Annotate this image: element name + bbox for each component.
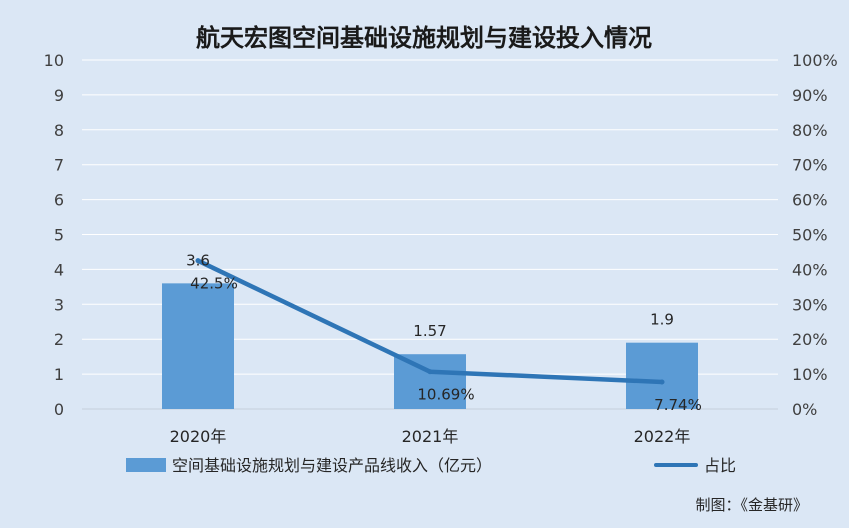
- line-series: [195, 258, 665, 385]
- right-tick-label: 100%: [792, 51, 838, 70]
- bar-series: [162, 283, 698, 409]
- right-tick-label: 60%: [792, 191, 828, 210]
- left-tick-label: 1: [54, 365, 64, 384]
- left-tick-label: 5: [54, 226, 64, 245]
- right-tick-label: 80%: [792, 121, 828, 140]
- bar: [394, 354, 466, 409]
- right-tick-label: 10%: [792, 365, 828, 384]
- line-value-label: 10.69%: [417, 386, 474, 404]
- bar-value-label: 1.9: [650, 311, 674, 329]
- left-tick-label: 2: [54, 330, 64, 349]
- left-tick-label: 10: [44, 51, 64, 70]
- left-tick-label: 4: [54, 260, 64, 279]
- right-tick-label: 0%: [792, 400, 817, 419]
- left-tick-label: 3: [54, 295, 64, 314]
- line-point: [195, 258, 201, 264]
- source-note: 制图：《金基研》: [695, 496, 808, 514]
- line-point: [427, 369, 433, 375]
- right-tick-label: 70%: [792, 156, 828, 175]
- line-value-label: 7.74%: [654, 396, 702, 414]
- line-point: [659, 379, 665, 385]
- right-tick-label: 40%: [792, 260, 828, 279]
- line-value-label: 42.5%: [190, 275, 238, 293]
- data-labels: 3.6 1.57 1.9 42.5% 10.69% 7.74%: [186, 251, 702, 414]
- right-axis-ticks: 0% 10% 20% 30% 40% 50% 60% 70% 80% 90% 100%: [792, 51, 838, 419]
- legend-line-label: 占比: [704, 456, 736, 475]
- chart-title: 航天宏图空间基础设施规划与建设投入情况: [196, 24, 652, 52]
- legend-bar-label: 空间基础设施规划与建设产品线收入（亿元）: [172, 456, 492, 475]
- left-tick-label: 6: [54, 191, 64, 210]
- right-tick-label: 30%: [792, 295, 828, 314]
- bar-value-label: 3.6: [186, 251, 210, 269]
- right-tick-label: 50%: [792, 226, 828, 245]
- legend-bar-swatch: [126, 458, 166, 472]
- bar-value-label: 1.57: [413, 322, 446, 340]
- left-tick-label: 8: [54, 121, 64, 140]
- left-tick-label: 0: [54, 400, 64, 419]
- right-tick-label: 20%: [792, 330, 828, 349]
- left-axis-ticks: 0 1 2 3 4 5 6 7 8 9 10: [44, 51, 64, 419]
- legend: 空间基础设施规划与建设产品线收入（亿元） 占比: [126, 456, 736, 475]
- left-tick-label: 9: [54, 86, 64, 105]
- bar: [626, 342, 698, 409]
- category-label: 2021年: [402, 427, 459, 446]
- category-label: 2020年: [170, 427, 227, 446]
- category-label: 2022年: [634, 427, 691, 446]
- left-tick-label: 7: [54, 156, 64, 175]
- right-tick-label: 90%: [792, 86, 828, 105]
- bar: [162, 283, 234, 409]
- category-labels: 2020年 2021年 2022年: [170, 427, 691, 446]
